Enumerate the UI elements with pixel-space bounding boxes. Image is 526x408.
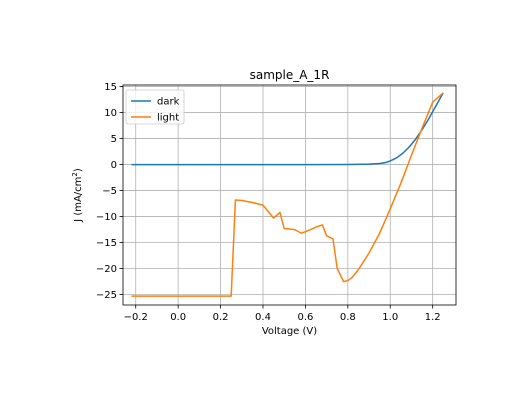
y-tick-label: 15 (104, 82, 117, 93)
y-tick-label: 10 (104, 108, 117, 119)
y-tick-label: −10 (96, 212, 117, 223)
x-tick-label: 0.4 (255, 312, 271, 323)
y-tick-label: 5 (111, 134, 117, 145)
tick-layer: −0.2 0.0 0.2 0.4 0.6 0.8 1.0 1.2 −25 −20 −15 −10 −5 0… (96, 82, 441, 323)
chart-title: sample_A_1R (250, 68, 330, 82)
x-axis-label: Voltage (V) (262, 326, 317, 337)
x-tick-label: 1.2 (425, 312, 441, 323)
x-tick-label: 0.8 (340, 312, 356, 323)
legend-box (125, 89, 185, 125)
y-axis-label: J (mA/cm2) (71, 168, 84, 223)
y-axis-label-sup: 2 (71, 172, 79, 176)
y-tick-label: −15 (96, 238, 117, 249)
plot-frame (122, 84, 457, 306)
x-tick-label: 0.2 (213, 312, 229, 323)
legend-label-dark: dark (157, 97, 180, 108)
y-tick-label: −5 (102, 186, 117, 197)
y-tick-label: −20 (96, 264, 117, 275)
y-tick-label: −25 (96, 290, 117, 301)
legend: dark light (125, 89, 185, 125)
x-tick-label: 0.6 (297, 312, 313, 323)
series-layer (131, 92, 444, 297)
x-tick-label: −0.2 (124, 312, 148, 323)
x-tick-label: 0.0 (170, 312, 186, 323)
y-axis-label-end: ) (73, 168, 84, 172)
legend-label-light: light (157, 113, 179, 124)
y-tick-label: 0 (111, 160, 117, 171)
y-axis-label-main: J (mA/cm (73, 177, 84, 223)
x-tick-label: 1.0 (382, 312, 398, 323)
series-line-light (131, 92, 444, 297)
